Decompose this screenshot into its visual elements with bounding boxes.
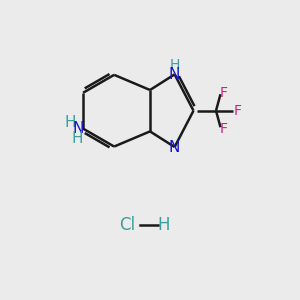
- Text: F: F: [220, 122, 228, 136]
- Text: Cl: Cl: [119, 216, 136, 234]
- Text: N: N: [169, 67, 180, 82]
- Text: H: H: [65, 115, 76, 130]
- Text: N: N: [169, 140, 180, 154]
- Text: H: H: [157, 216, 170, 234]
- Text: N: N: [72, 121, 83, 136]
- Text: F: F: [234, 104, 242, 118]
- Text: F: F: [220, 86, 228, 100]
- Text: H: H: [72, 131, 83, 146]
- Text: H: H: [169, 58, 180, 72]
